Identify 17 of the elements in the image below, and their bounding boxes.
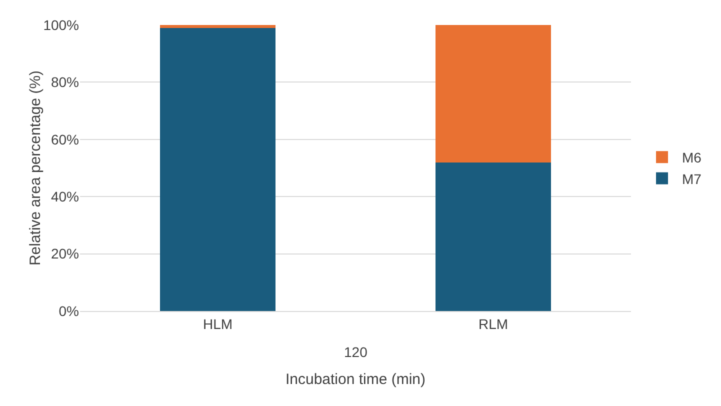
bar (160, 28, 276, 311)
y-tick-label: 60% (50, 131, 79, 148)
bar (435, 25, 552, 162)
x-tick-label: RLM (478, 316, 508, 332)
y-tick-label: 40% (50, 188, 79, 204)
legend-label: M7 (682, 170, 702, 187)
y-axis-title: Relative area percentage (%) (27, 70, 44, 266)
y-tick-label: 80% (50, 74, 79, 90)
bar (160, 25, 276, 28)
y-tick-label: 100% (43, 16, 79, 33)
text: 120 (344, 344, 368, 360)
y-tick-label: 0% (58, 302, 79, 319)
x-axis-title: Incubation time (min) (285, 370, 426, 388)
x-tick-label: HLM (202, 316, 233, 332)
legend-label: M6 (682, 150, 702, 166)
bar (435, 162, 552, 311)
y-tick-label: 20% (50, 246, 79, 262)
